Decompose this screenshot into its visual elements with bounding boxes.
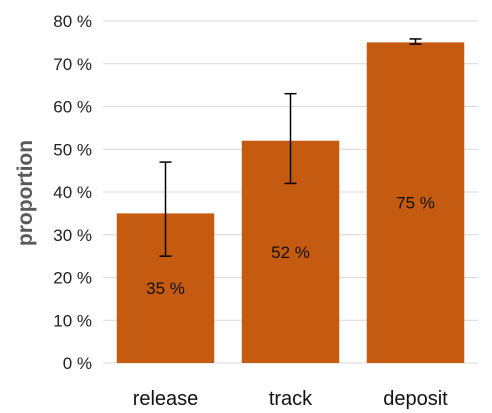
data-label-track: 52 % (271, 243, 310, 262)
y-axis-title: proportion (14, 140, 37, 246)
error-bars (159, 38, 422, 257)
bar-deposit (366, 42, 465, 363)
x-tick-label-track: track (269, 388, 313, 410)
y-tick-label: 10 % (53, 311, 92, 330)
data-label-release: 35 % (146, 279, 185, 298)
x-tick-label-deposit: deposit (383, 388, 448, 410)
x-category-labels: release track deposit (133, 388, 448, 410)
y-tick-label: 30 % (53, 226, 92, 245)
y-tick-label: 0 % (63, 354, 92, 373)
y-tick-label: 50 % (53, 140, 92, 159)
data-label-deposit: 75 % (396, 194, 435, 213)
y-tick-label: 60 % (53, 98, 92, 117)
y-tick-label: 20 % (53, 269, 92, 288)
y-tick-label: 40 % (53, 183, 92, 202)
y-tick-label: 80 % (53, 12, 92, 31)
error-bar-deposit (409, 38, 422, 45)
y-tick-labels: 0 % 10 % 20 % 30 % 40 % 50 % 60 % 70 % 80 % (53, 12, 92, 373)
data-labels: 35 % 52 % 75 % (146, 194, 435, 299)
error-bar-release (159, 161, 172, 257)
x-tick-label-release: release (133, 388, 199, 410)
error-bar-track (284, 92, 297, 185)
y-tick-label: 70 % (53, 55, 92, 74)
